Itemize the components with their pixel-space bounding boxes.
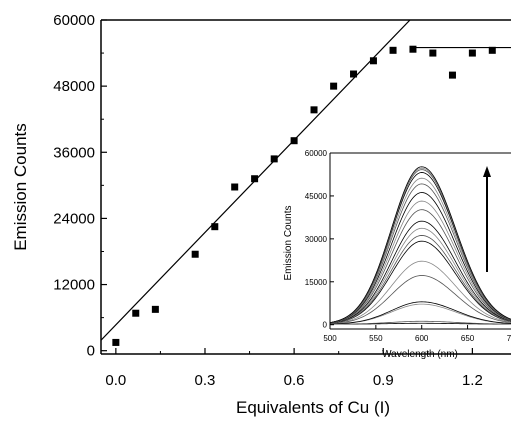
spectrum-curve: [330, 301, 511, 325]
inset-y-tick-label: 60000: [305, 149, 328, 158]
x-axis-title: Equivalents of Cu (I): [236, 398, 390, 417]
inset-y-axis-title: Emission Counts: [283, 205, 294, 280]
y-tick-label: 24000: [53, 210, 95, 227]
y-tick-label: 60000: [53, 12, 95, 29]
spectrum-curve: [330, 227, 511, 324]
spectrum-curve: [330, 183, 511, 324]
data-point: [112, 338, 120, 346]
x-tick-label: 0.0: [105, 372, 126, 389]
y-tick-label: 48000: [53, 78, 95, 95]
data-point: [350, 70, 358, 78]
x-tick-label: 1.2: [462, 372, 483, 389]
spectrum-curve: [330, 260, 511, 324]
data-point: [231, 183, 239, 191]
data-point: [369, 57, 377, 65]
inset-x-tick-label: 700: [507, 334, 511, 343]
data-point: [409, 45, 417, 53]
y-tick-label: 0: [87, 343, 95, 360]
data-point: [251, 175, 259, 183]
y-tick-label: 36000: [53, 144, 95, 161]
data-point: [468, 49, 476, 57]
arrow-head-icon: [483, 166, 491, 177]
main-axes: [100, 19, 511, 355]
spectrum-curve: [330, 320, 511, 325]
spectrum-curve: [330, 275, 511, 325]
data-point: [290, 137, 298, 145]
main-ticks: 0.0 0.3 0.6 0.9 1.20120002400036000480006000…: [53, 12, 483, 389]
data-point: [488, 46, 496, 54]
inset-plot: 500 550 600 650 700 0 15000 30000 45000 60000 Wav…: [283, 149, 511, 360]
data-point: [310, 106, 318, 114]
inset-axes: [329, 152, 511, 330]
data-point: [448, 71, 456, 79]
inset-ticks: 500 550 600 650 700 0 15000 30000 45000 60000: [305, 149, 511, 343]
spectrum-curve: [330, 177, 511, 324]
data-point: [389, 46, 397, 54]
inset-x-tick-label: 600: [415, 334, 429, 343]
data-point: [151, 305, 159, 313]
inset-curves: [330, 166, 511, 325]
inset-x-tick-label: 650: [461, 334, 475, 343]
x-tick-label: 0.6: [284, 372, 305, 389]
increase-arrow: [483, 166, 491, 272]
data-point: [330, 82, 338, 90]
spectrum-curve: [330, 209, 511, 324]
data-point: [211, 223, 219, 231]
data-point: [429, 49, 437, 57]
main-points: [112, 45, 496, 346]
spectrum-curve: [330, 235, 511, 324]
inset-y-tick-label: 30000: [305, 235, 328, 244]
spectrum-curve: [330, 166, 511, 323]
inset-x-tick-label: 550: [369, 334, 383, 343]
spectrum-curve: [330, 200, 511, 324]
spectrum-curve: [330, 240, 511, 324]
main-plot: 0.0 0.3 0.6 0.9 1.20120002400036000480006000…: [11, 12, 511, 417]
inset-y-tick-label: 0: [323, 321, 328, 330]
inset-y-tick-label: 45000: [305, 192, 328, 201]
y-axis-title: Emission Counts: [11, 123, 30, 251]
spectrum-curve: [330, 220, 511, 324]
spectrum-curve: [330, 192, 511, 324]
x-tick-label: 0.3: [195, 372, 216, 389]
inset-x-tick-label: 500: [323, 334, 337, 343]
x-tick-label: 0.9: [373, 372, 394, 389]
data-point: [191, 250, 199, 258]
y-tick-label: 12000: [53, 277, 95, 294]
inset-y-tick-label: 15000: [305, 278, 328, 287]
data-point: [270, 155, 278, 163]
inset-x-axis-title: Wavelength (nm): [382, 349, 458, 360]
data-point: [132, 309, 140, 317]
